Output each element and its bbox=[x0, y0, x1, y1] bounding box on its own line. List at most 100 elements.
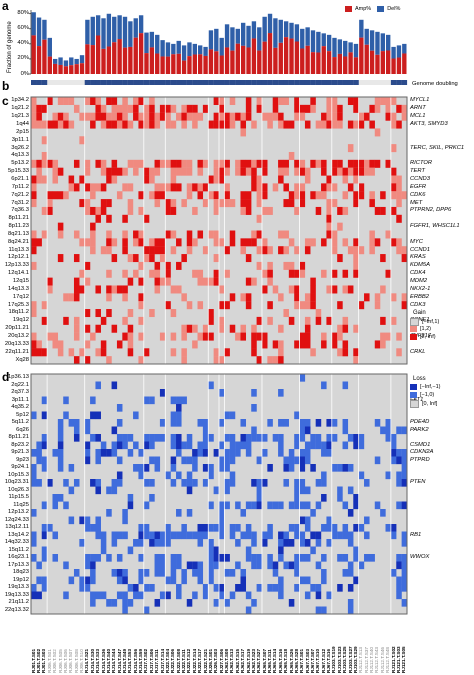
loss-cell bbox=[321, 524, 327, 532]
loss-cell bbox=[138, 524, 144, 532]
gain-cell bbox=[165, 199, 171, 208]
loss-cell bbox=[278, 501, 284, 510]
loss-cell bbox=[90, 576, 96, 585]
gain-cell bbox=[294, 167, 300, 176]
genome-doubling-cell bbox=[41, 80, 48, 85]
gain-cell bbox=[176, 167, 182, 176]
gain-cell bbox=[396, 183, 402, 192]
loss-cell bbox=[278, 539, 284, 547]
row-label: 2p15 bbox=[16, 128, 29, 135]
gain-cell bbox=[278, 175, 284, 184]
loss-cell bbox=[186, 441, 193, 450]
gain-cell bbox=[31, 246, 37, 255]
del-bar bbox=[208, 30, 214, 50]
loss-cell bbox=[321, 554, 327, 562]
row-label: 6q26 bbox=[16, 426, 29, 433]
loss-cell bbox=[192, 591, 198, 600]
row-label: 10q26.3 bbox=[8, 486, 29, 493]
del-bar bbox=[187, 42, 192, 57]
gain-cell bbox=[401, 246, 408, 255]
loss-cell bbox=[138, 576, 144, 585]
loss-cell bbox=[116, 531, 123, 540]
loss-cell bbox=[208, 434, 214, 442]
loss-cell bbox=[326, 591, 332, 600]
gain-cell bbox=[251, 120, 257, 129]
gain-cell bbox=[326, 222, 332, 231]
loss-cell bbox=[278, 441, 284, 450]
gene-label: CRKL bbox=[410, 348, 426, 355]
gain-cell bbox=[202, 332, 209, 341]
gain-cell bbox=[342, 324, 349, 333]
loss-cell bbox=[342, 441, 349, 450]
gain-cell bbox=[95, 104, 101, 113]
gain-cell bbox=[122, 285, 128, 294]
genome-doubling-cell bbox=[149, 80, 155, 85]
loss-cell bbox=[315, 434, 322, 442]
gain-cell bbox=[304, 340, 311, 349]
gain-cell bbox=[186, 301, 193, 310]
loss-legend-item-1: [−1,0) bbox=[410, 392, 434, 398]
gain-legend-item-1: [1,2) bbox=[410, 326, 431, 332]
loss-cell bbox=[202, 434, 209, 442]
loss-cell bbox=[84, 561, 91, 570]
loss-cell bbox=[208, 524, 214, 532]
loss-cell bbox=[396, 456, 402, 465]
loss-cell bbox=[315, 591, 322, 600]
gain-cell bbox=[380, 254, 386, 263]
amp-bar bbox=[181, 60, 187, 74]
loss-cell bbox=[251, 501, 257, 510]
loss-cell bbox=[294, 486, 300, 495]
gain-cell bbox=[149, 246, 155, 255]
loss-cell bbox=[143, 531, 150, 540]
gene-label: PTEN bbox=[410, 479, 426, 486]
panel-a-ytick-label: 80% bbox=[17, 10, 29, 17]
loss-cell bbox=[84, 449, 91, 457]
gain-cell bbox=[143, 348, 150, 357]
amp-bar bbox=[396, 57, 402, 74]
gain-cell bbox=[31, 175, 37, 184]
gain-cell bbox=[251, 277, 257, 286]
gain-cell bbox=[331, 246, 338, 255]
loss-cell bbox=[186, 434, 193, 442]
gain-cell bbox=[181, 120, 187, 129]
genome-doubling-cell bbox=[36, 80, 42, 85]
loss-cell bbox=[229, 434, 236, 442]
loss-cell bbox=[116, 471, 123, 480]
gain-cell bbox=[326, 206, 332, 215]
gene-label: CCND3 bbox=[410, 175, 430, 182]
amp-bar bbox=[375, 54, 380, 74]
gain-cell bbox=[245, 301, 252, 310]
gain-cell bbox=[106, 230, 112, 239]
del-bar bbox=[95, 15, 101, 36]
gain-cell bbox=[229, 199, 236, 208]
gain-cell bbox=[84, 324, 91, 333]
loss-cell bbox=[57, 494, 64, 502]
loss-cell bbox=[272, 434, 279, 442]
loss-cell bbox=[213, 449, 220, 457]
gain-cell bbox=[278, 230, 284, 239]
gain-cell bbox=[310, 97, 316, 106]
loss-cell bbox=[73, 569, 80, 577]
gain-cell bbox=[47, 277, 53, 286]
gain-cell bbox=[192, 238, 198, 247]
genome-doubling-cell bbox=[159, 80, 166, 85]
loss-cell bbox=[347, 569, 354, 577]
genome-doubling-cell bbox=[235, 80, 241, 85]
loss-cell bbox=[47, 524, 53, 532]
loss-cell bbox=[283, 456, 289, 465]
loss-cell bbox=[294, 434, 300, 442]
del-bar bbox=[58, 57, 63, 65]
genome-doubling-cell bbox=[396, 80, 402, 85]
gain-cell bbox=[111, 175, 118, 184]
gain-cell bbox=[374, 104, 381, 113]
loss-cell bbox=[95, 456, 101, 465]
del-bar bbox=[246, 25, 251, 48]
gain-cell bbox=[95, 159, 101, 168]
gain-cell bbox=[68, 183, 75, 192]
row-label: 3p11.1 bbox=[11, 136, 29, 143]
loss-cell bbox=[331, 464, 338, 472]
loss-cell bbox=[401, 576, 408, 585]
loss-cell bbox=[63, 479, 69, 487]
gain-cell bbox=[79, 199, 85, 208]
gain-cell bbox=[213, 159, 220, 168]
